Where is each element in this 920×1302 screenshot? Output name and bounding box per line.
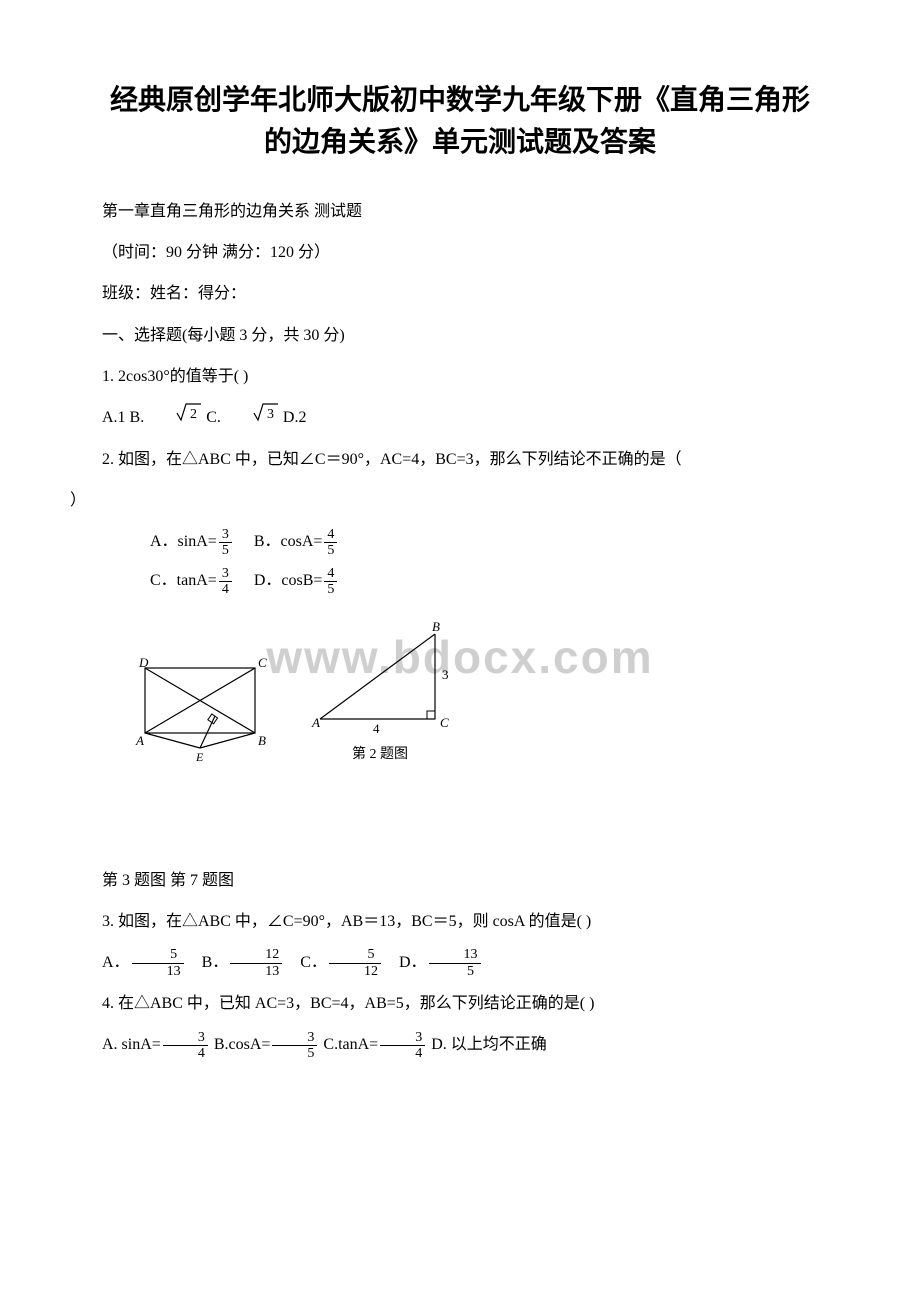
q4-opt-b-frac: 35	[272, 1030, 317, 1062]
q3-opt-c-prefix: C．	[300, 954, 327, 971]
figures-row: D C A B E A B C 3 4 第 2 题图	[130, 619, 850, 763]
question-2-close: ）	[70, 483, 850, 518]
section-1-heading: 一、选择题(每小题 3 分，共 30 分)	[70, 318, 850, 353]
fig2-label-c: C	[440, 715, 449, 730]
q2-opt-a-prefix: A．sinA=	[150, 533, 217, 550]
q4-opt-d: D. 以上均不正确	[431, 1036, 547, 1053]
sqrt-2-icon: 2	[144, 401, 202, 436]
title-line-2: 的边角关系》单元测试题及答案	[264, 127, 656, 158]
question-2-options-row1: A．sinA=35 B．cosA=45	[70, 524, 850, 559]
class-name-line: 班级：姓名：得分：	[70, 276, 850, 311]
q4-opt-b-prefix: B.cosA=	[214, 1036, 271, 1053]
question-3: 3. 如图，在△ABC 中，∠C=90°，AB＝13，BC＝5，则 cosA 的…	[70, 904, 850, 939]
q3-opt-b-prefix: B．	[202, 954, 229, 971]
q2-opt-b-frac: 45	[324, 527, 337, 559]
question-2-options-row2: C．tanA=34 D．cosB=45	[70, 563, 850, 598]
question-2: 2. 如图，在△ABC 中，已知∠C＝90°，AC=4，BC=3，那么下列结论不…	[70, 442, 850, 477]
figure-2-svg: A B C 3 4	[300, 619, 460, 739]
q2-opt-c-frac: 34	[219, 566, 232, 598]
q2-opt-a-frac: 35	[219, 527, 232, 559]
chapter-heading: 第一章直角三角形的边角关系 测试题	[70, 194, 850, 229]
q4-opt-a-frac: 34	[163, 1030, 208, 1062]
q3-opt-a-prefix: A．	[102, 954, 130, 971]
figure-3-svg: D C A B E	[130, 653, 270, 763]
fig2-label-a: A	[311, 715, 320, 730]
fig3-label-b: B	[258, 733, 266, 748]
question-1: 1. 2cos30°的值等于( )	[70, 359, 850, 394]
figure-3-block: D C A B E	[130, 653, 270, 763]
question-4: 4. 在△ABC 中，已知 AC=3，BC=4，AB=5，那么下列结论正确的是(…	[70, 986, 850, 1021]
fig2-label-3: 3	[442, 667, 449, 682]
question-1-options: A.1 B. 2 C. 3 D.2	[70, 400, 850, 436]
question-3-options: A．513 B．1213 C．512 D．135	[70, 945, 850, 980]
svg-text:2: 2	[190, 407, 197, 422]
fig2-label-b: B	[432, 619, 440, 634]
q3-opt-c-frac: 512	[329, 947, 381, 979]
q1-opts-mid: C.	[202, 409, 221, 426]
title-line-1: 经典原创学年北师大版初中数学九年级下册《直角三角形	[110, 85, 810, 116]
q3-opt-a-frac: 513	[132, 947, 184, 979]
sqrt-3-icon: 3	[221, 401, 279, 436]
q3-opt-d-frac: 135	[429, 947, 481, 979]
q1-opts-prefix: A.1 B.	[102, 409, 144, 426]
q4-opt-c-prefix: C.tanA=	[323, 1036, 378, 1053]
fig3-label-e: E	[195, 750, 204, 763]
q2-opt-d-prefix: D．cosB=	[254, 572, 323, 589]
q1-opts-suffix: D.2	[279, 409, 307, 426]
question-4-options: A. sinA=34 B.cosA=35 C.tanA=34 D. 以上均不正确	[70, 1027, 850, 1062]
figure-2-caption: 第 2 题图	[352, 743, 408, 763]
page-title: 经典原创学年北师大版初中数学九年级下册《直角三角形 的边角关系》单元测试题及答案	[70, 80, 850, 164]
q4-opt-a-prefix: A. sinA=	[102, 1036, 161, 1053]
figure-caption-row: 第 3 题图 第 7 题图	[70, 863, 850, 898]
fig3-label-c: C	[258, 655, 267, 670]
fig2-label-4: 4	[373, 721, 380, 736]
q2-opt-c-prefix: C．tanA=	[150, 572, 217, 589]
q2-opt-b-prefix: B．cosA=	[254, 533, 323, 550]
fig3-label-a: A	[135, 733, 144, 748]
svg-text:3: 3	[267, 407, 274, 422]
q3-opt-b-frac: 1213	[230, 947, 282, 979]
figure-2-block: A B C 3 4 第 2 题图	[300, 619, 460, 763]
q2-opt-d-frac: 45	[324, 566, 337, 598]
q4-opt-c-frac: 34	[380, 1030, 425, 1062]
fig3-label-d: D	[138, 655, 149, 670]
q3-opt-d-prefix: D．	[399, 954, 427, 971]
time-score-line: （时间：90 分钟 满分：120 分）	[70, 235, 850, 270]
